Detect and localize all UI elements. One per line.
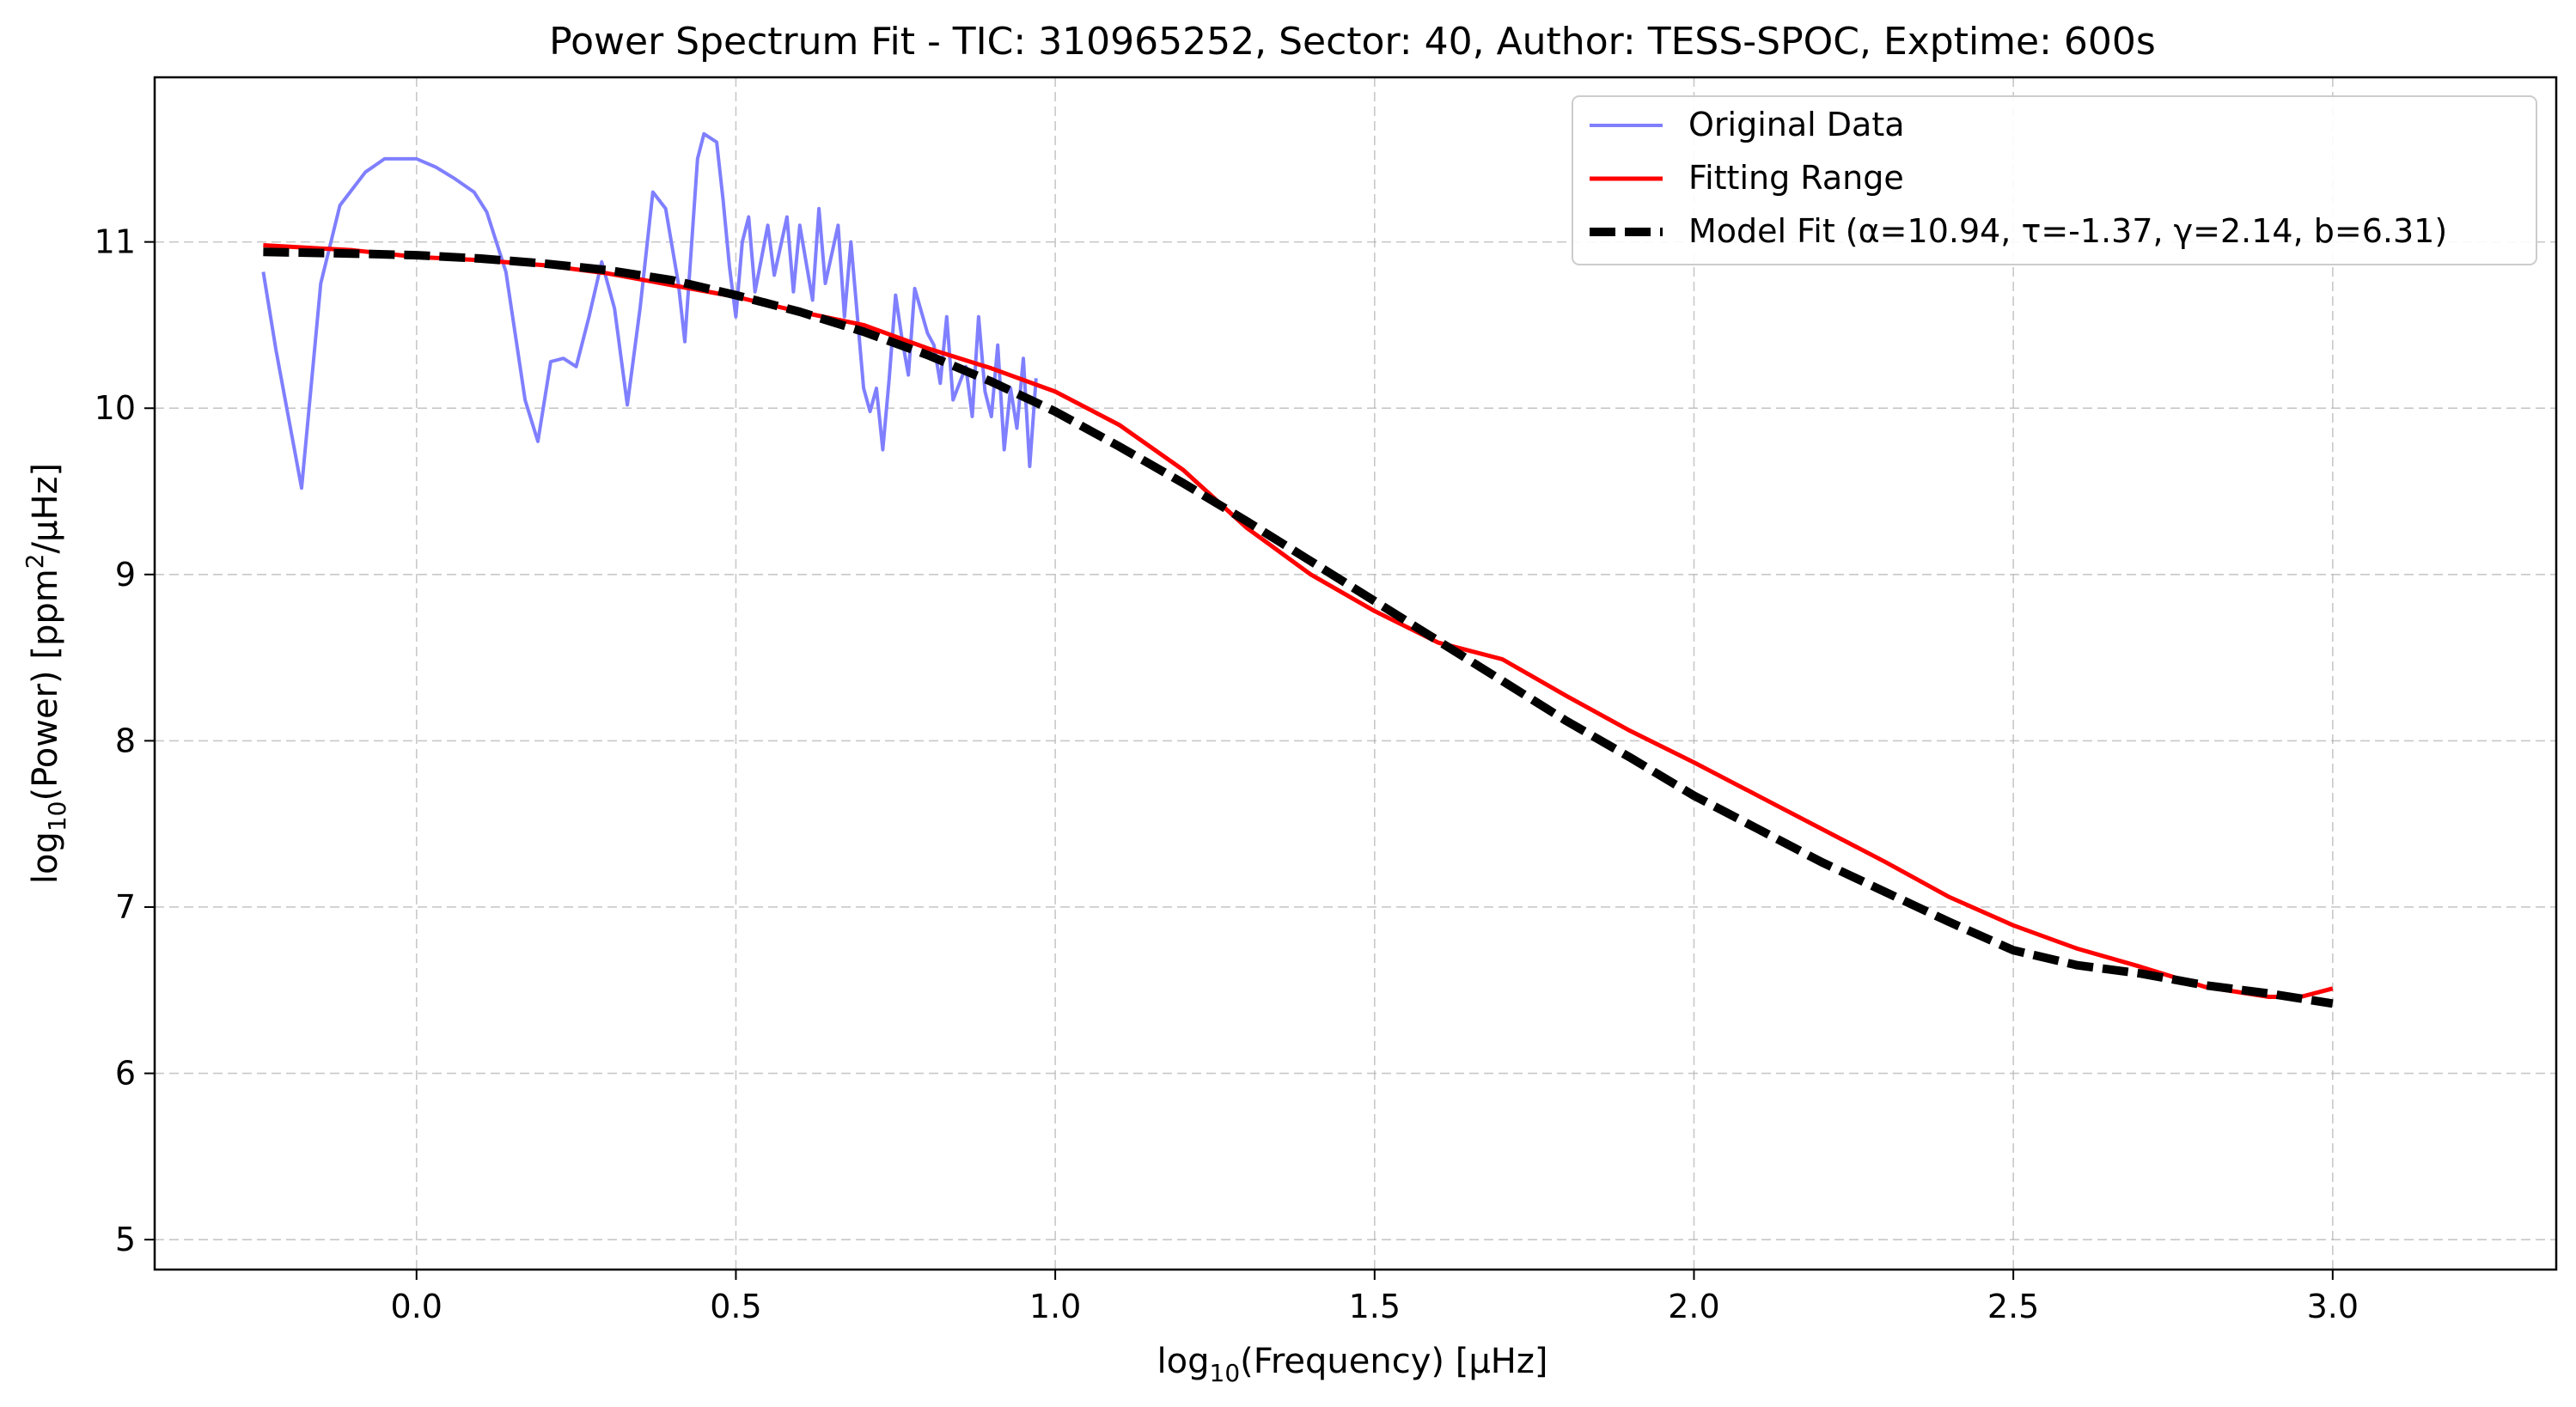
chart-title: Power Spectrum Fit - TIC: 310965252, Sec… bbox=[549, 20, 2156, 64]
x-axis-label-log-sub: 10 bbox=[1210, 1359, 1241, 1387]
plot-frame bbox=[153, 76, 2558, 1271]
y-axis-ticks: 5 6 7 8 9 10 11 bbox=[95, 223, 155, 1258]
series-fitting-range bbox=[263, 243, 2334, 999]
y-tick-label: 9 bbox=[115, 556, 136, 594]
series-original-data bbox=[261, 131, 1038, 490]
legend-label-model-fit: Model Fit (α=10.94, τ=-1.37, γ=2.14, b=6… bbox=[1688, 212, 2447, 250]
y-axis-label-log-sub: 10 bbox=[43, 801, 71, 832]
grid-lines bbox=[155, 77, 2556, 1270]
y-tick-label: 8 bbox=[115, 722, 136, 759]
y-axis-label-log: log bbox=[26, 831, 65, 884]
y-axis-label-superscript: 2 bbox=[21, 553, 49, 569]
y-tick-label: 6 bbox=[115, 1055, 136, 1093]
series-model-fit bbox=[263, 247, 2334, 1008]
legend-label-fitting-range: Fitting Range bbox=[1688, 159, 1904, 197]
y-tick-label: 10 bbox=[95, 389, 136, 427]
y-tick-label: 11 bbox=[95, 223, 136, 261]
x-tick-label: 2.5 bbox=[1987, 1288, 2039, 1325]
legend-box bbox=[1572, 95, 2537, 265]
y-axis-label: log10(Power) [ppm2/μHz] bbox=[21, 463, 71, 884]
x-tick-label: 2.0 bbox=[1668, 1288, 1719, 1325]
x-tick-label: 1.0 bbox=[1029, 1288, 1081, 1325]
y-axis-label-text: (Power) [ppm bbox=[26, 569, 65, 801]
x-axis-label-log: log bbox=[1157, 1342, 1210, 1381]
x-tick-label: 1.5 bbox=[1349, 1288, 1401, 1325]
x-tick-label: 0.5 bbox=[710, 1288, 761, 1325]
x-tick-label: 0.0 bbox=[391, 1288, 443, 1325]
y-tick-label: 5 bbox=[115, 1221, 136, 1258]
x-axis-label: log10(Frequency) [μHz] bbox=[1157, 1342, 1548, 1387]
legend-label-original-data: Original Data bbox=[1688, 106, 1905, 143]
legend: Original Data Fitting Range Model Fit (α… bbox=[1572, 95, 2537, 265]
series-layer bbox=[261, 131, 2334, 1008]
x-axis-label-text: (Frequency) [μHz] bbox=[1240, 1342, 1547, 1381]
y-tick-label: 7 bbox=[115, 888, 136, 926]
x-axis-ticks: 0.0 0.5 1.0 1.5 2.0 2.5 3.0 bbox=[391, 1270, 2359, 1325]
y-axis-label-tail: /μHz] bbox=[26, 463, 65, 554]
x-tick-label: 3.0 bbox=[2307, 1288, 2359, 1325]
